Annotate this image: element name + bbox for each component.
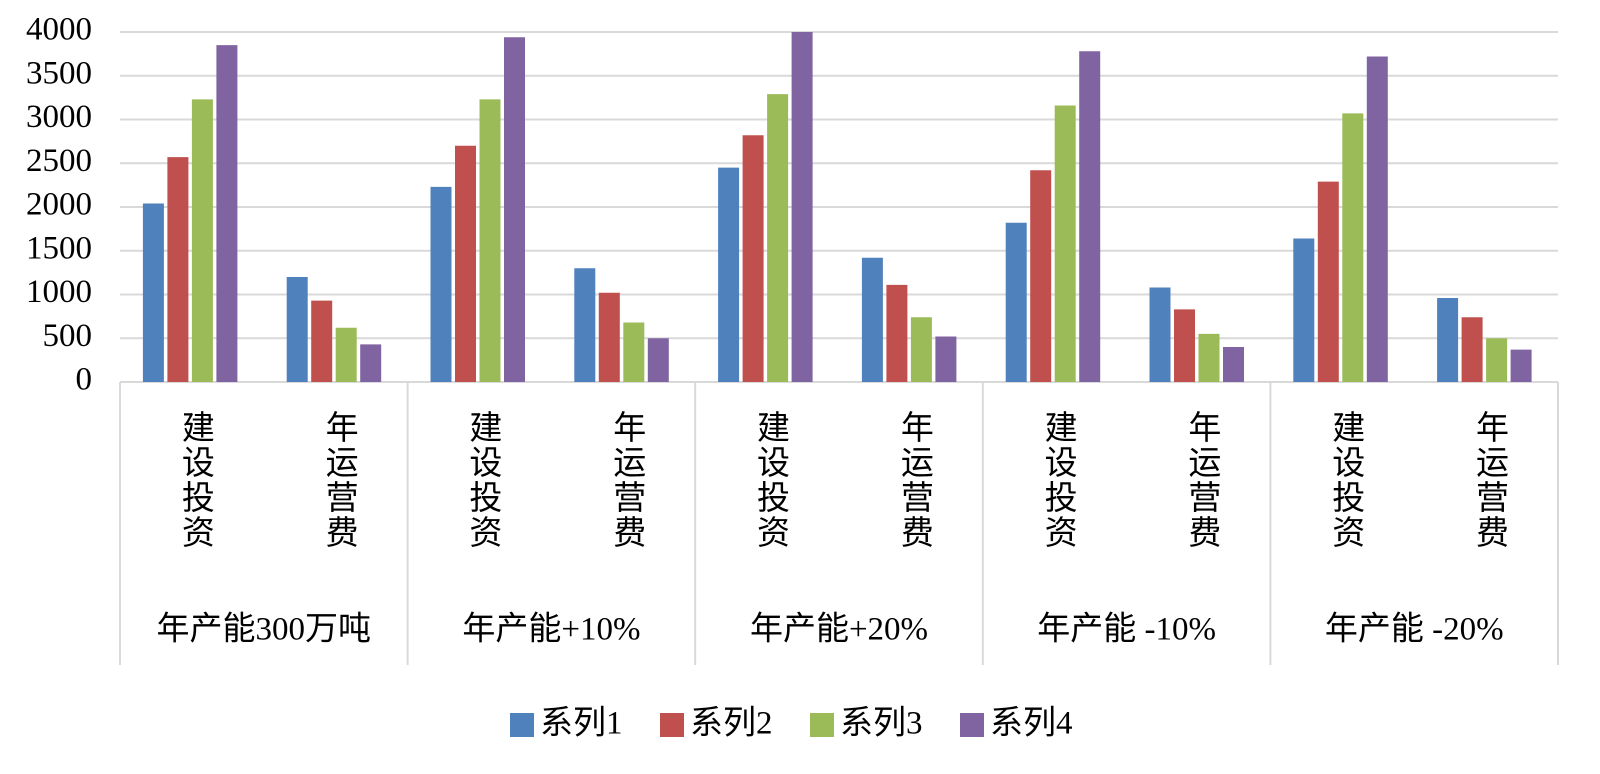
bar: [1437, 298, 1459, 382]
bar: [1149, 287, 1171, 382]
group-label: 年产能 -10%: [1037, 611, 1216, 648]
bar: [360, 344, 382, 382]
bar: [935, 336, 957, 382]
x-tick-label: 建设投资: [1327, 410, 1365, 550]
group-label: 年产能 -20%: [1325, 611, 1504, 648]
x-tick-label: 年运营费: [1183, 410, 1221, 550]
bar: [1510, 349, 1532, 382]
bar: [1293, 238, 1315, 382]
x-tick-label: 建设投资: [464, 410, 502, 550]
bar: [910, 317, 932, 382]
bar: [886, 284, 908, 382]
bar: [647, 338, 669, 382]
bar: [598, 292, 620, 382]
y-tick-label: 4000: [26, 12, 92, 48]
legend-label: 系列4: [990, 706, 1073, 742]
y-tick-label: 0: [76, 362, 93, 398]
bar: [286, 277, 308, 382]
bar: [1486, 338, 1508, 382]
y-tick-label: 3500: [26, 55, 92, 91]
group-label: 年产能300万吨: [157, 611, 372, 648]
y-tick-label: 1000: [26, 274, 92, 310]
x-tick-label: 年运营费: [608, 410, 646, 550]
x-tick-label: 建设投资: [752, 410, 790, 550]
y-tick-label: 3000: [26, 99, 92, 135]
bar: [216, 45, 238, 382]
bar: [791, 32, 813, 382]
legend-swatch: [660, 713, 684, 737]
bar: [504, 37, 525, 382]
bar: [1174, 309, 1195, 382]
x-tick-label: 年运营费: [895, 410, 933, 550]
bar: [1223, 347, 1244, 382]
bar: [623, 322, 645, 382]
bar: [718, 167, 740, 382]
bar: [311, 300, 333, 382]
x-tick-label: 建设投资: [176, 410, 214, 550]
y-tick-label: 500: [43, 318, 93, 354]
legend-swatch: [960, 713, 984, 737]
bar: [1030, 170, 1052, 382]
bar: [455, 145, 476, 382]
group-label: 年产能+10%: [462, 611, 640, 648]
group-label: 年产能+20%: [750, 611, 928, 648]
y-tick-label: 2000: [26, 187, 92, 223]
x-tick-label: 年运营费: [320, 410, 358, 550]
bar: [167, 157, 189, 382]
legend-swatch: [810, 713, 834, 737]
bar: [1461, 317, 1483, 382]
y-tick-label: 1500: [26, 230, 92, 266]
bar: [1005, 222, 1027, 382]
legend-label: 系列3: [840, 706, 923, 742]
bar: [1342, 113, 1364, 382]
y-tick-label: 2500: [26, 143, 92, 179]
bar: [574, 268, 596, 382]
bar: [1198, 333, 1220, 382]
bar: [1054, 105, 1076, 382]
legend-label: 系列2: [690, 706, 773, 742]
bar: [1079, 51, 1101, 382]
bar: [191, 99, 213, 382]
x-tick-label: 建设投资: [1039, 410, 1077, 550]
bar: [335, 327, 357, 382]
legend-swatch: [510, 713, 534, 737]
legend-label: 系列1: [540, 706, 623, 742]
bar: [767, 94, 789, 382]
bar: [479, 99, 501, 382]
bar: [142, 203, 164, 382]
bar: [1317, 181, 1339, 382]
x-tick-label: 年运营费: [1471, 410, 1509, 550]
bar: [1366, 56, 1388, 382]
bar: [430, 186, 452, 382]
bar: [742, 135, 764, 382]
bar: [861, 257, 883, 382]
